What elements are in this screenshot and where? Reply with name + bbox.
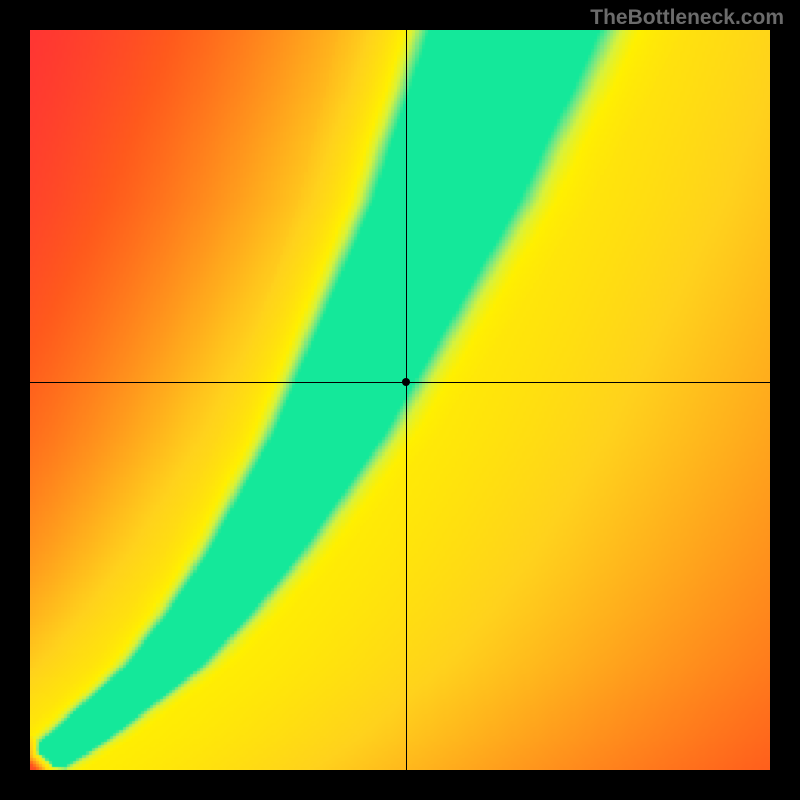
plot-area	[30, 30, 770, 770]
watermark: TheBottleneck.com	[590, 6, 784, 30]
crosshair-horizontal	[30, 382, 770, 383]
crosshair-vertical	[406, 30, 407, 770]
heatmap-canvas	[30, 30, 770, 770]
query-point-marker	[402, 378, 410, 386]
